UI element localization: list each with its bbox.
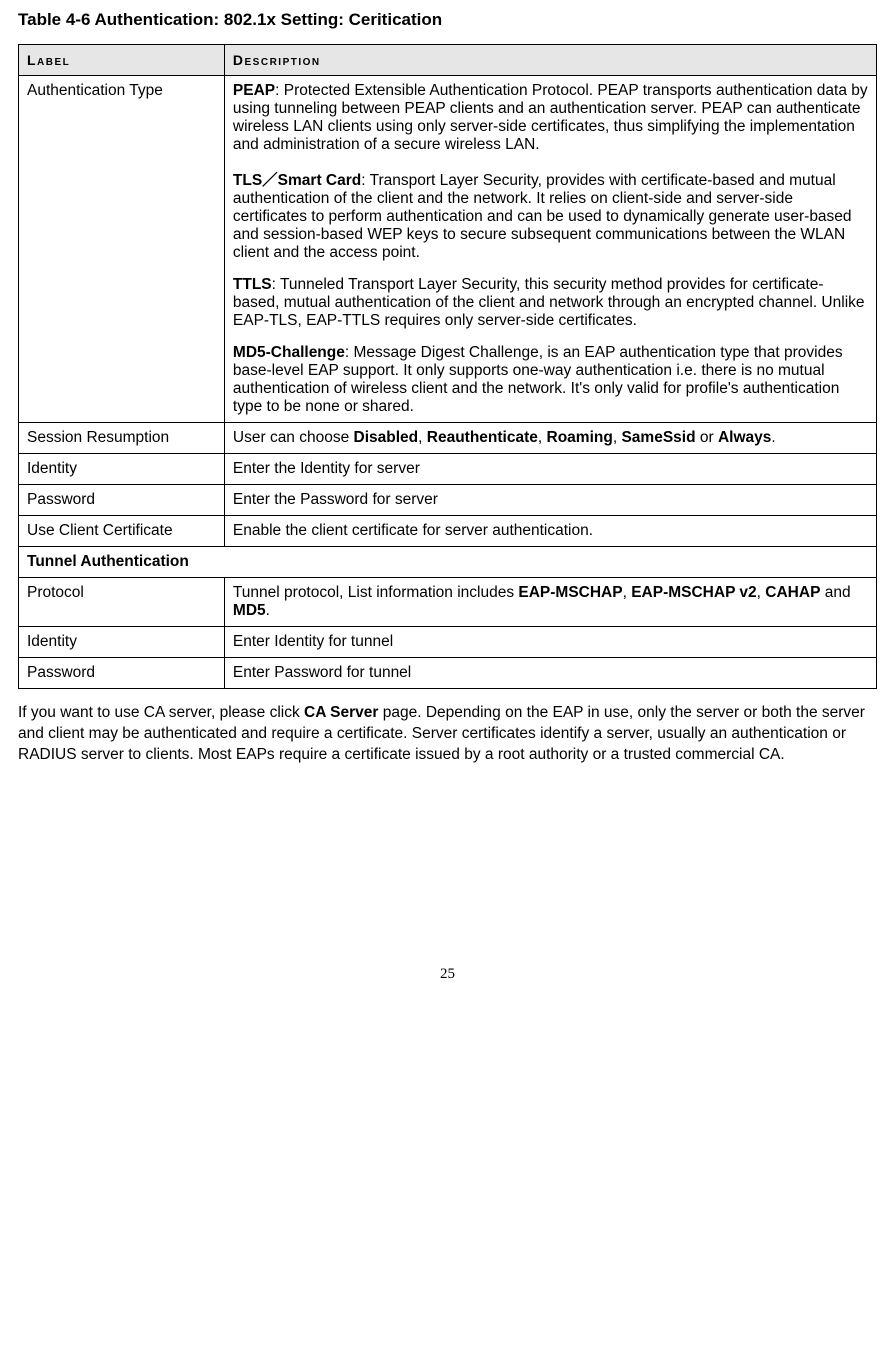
option: Always bbox=[718, 429, 771, 446]
option: EAP-MSCHAP bbox=[518, 584, 622, 601]
text: . bbox=[266, 602, 270, 619]
table-row: Password Enter the Password for server bbox=[19, 485, 877, 516]
option: Roaming bbox=[547, 429, 613, 446]
text: If you want to use CA server, please cli… bbox=[18, 704, 304, 721]
term-tls: TLS／Smart Card bbox=[233, 172, 361, 189]
text: , bbox=[538, 429, 547, 446]
text: , bbox=[623, 584, 632, 601]
term-peap: PEAP bbox=[233, 82, 275, 99]
cell-description: Enter the Password for server bbox=[224, 485, 876, 516]
table-row: Use Client Certificate Enable the client… bbox=[19, 516, 877, 547]
cell-label: Use Client Certificate bbox=[19, 516, 225, 547]
text: User can choose bbox=[233, 429, 354, 446]
text: . bbox=[771, 429, 775, 446]
table-row: Identity Enter the Identity for server bbox=[19, 454, 877, 485]
cell-label: Protocol bbox=[19, 578, 225, 627]
text: , bbox=[757, 584, 766, 601]
option: SameSsid bbox=[621, 429, 695, 446]
col-header-label: Label bbox=[19, 45, 225, 76]
text: : Protected Extensible Authentication Pr… bbox=[233, 82, 868, 153]
cell-label: Password bbox=[19, 485, 225, 516]
col-header-description: Description bbox=[224, 45, 876, 76]
table-title: Table 4-6 Authentication: 802.1x Setting… bbox=[18, 10, 877, 30]
option: Reauthenticate bbox=[427, 429, 538, 446]
cell-label: Session Resumption bbox=[19, 423, 225, 454]
ca-server-bold: CA Server bbox=[304, 704, 378, 721]
footer-paragraph: If you want to use CA server, please cli… bbox=[18, 703, 877, 766]
cell-label: Identity bbox=[19, 627, 225, 658]
text: Tunnel protocol, List information includ… bbox=[233, 584, 518, 601]
text: or bbox=[696, 429, 718, 446]
cell-label: Authentication Type bbox=[19, 76, 225, 423]
cell-label: Password bbox=[19, 658, 225, 689]
text: : Tunneled Transport Layer Security, thi… bbox=[233, 276, 865, 329]
term-md5: MD5-Challenge bbox=[233, 344, 345, 361]
cell-description: Enter Password for tunnel bbox=[224, 658, 876, 689]
term-ttls: TTLS bbox=[233, 276, 272, 293]
option: CAHAP bbox=[765, 584, 820, 601]
settings-table: Label Description Authentication Type PE… bbox=[18, 44, 877, 689]
cell-description: Tunnel protocol, List information includ… bbox=[224, 578, 876, 627]
table-row: Session Resumption User can choose Disab… bbox=[19, 423, 877, 454]
cell-description: PEAP: Protected Extensible Authenticatio… bbox=[224, 76, 876, 423]
table-row: Protocol Tunnel protocol, List informati… bbox=[19, 578, 877, 627]
cell-description: User can choose Disabled, Reauthenticate… bbox=[224, 423, 876, 454]
cell-label: Identity bbox=[19, 454, 225, 485]
table-row: Identity Enter Identity for tunnel bbox=[19, 627, 877, 658]
table-header-row: Label Description bbox=[19, 45, 877, 76]
option: MD5 bbox=[233, 602, 266, 619]
cell-description: Enter the Identity for server bbox=[224, 454, 876, 485]
section-row-tunnel-auth: Tunnel Authentication bbox=[19, 547, 877, 578]
cell-description: Enable the client certificate for server… bbox=[224, 516, 876, 547]
cell-description: Enter Identity for tunnel bbox=[224, 627, 876, 658]
table-row: Authentication Type PEAP: Protected Exte… bbox=[19, 76, 877, 423]
option: EAP-MSCHAP v2 bbox=[631, 584, 756, 601]
option: Disabled bbox=[354, 429, 419, 446]
table-row: Password Enter Password for tunnel bbox=[19, 658, 877, 689]
page-number: 25 bbox=[18, 966, 877, 983]
section-label: Tunnel Authentication bbox=[19, 547, 877, 578]
text: and bbox=[820, 584, 850, 601]
text: , bbox=[418, 429, 427, 446]
